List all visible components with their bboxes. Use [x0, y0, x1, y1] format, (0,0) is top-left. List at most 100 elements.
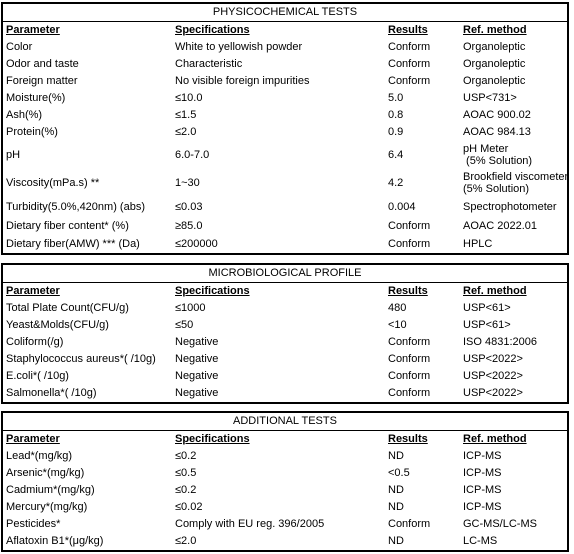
result-cell: Conform	[388, 75, 431, 87]
header-specifications: Specifications	[175, 24, 250, 36]
header-ref-method: Ref. method	[463, 433, 527, 445]
specification-cell: ≤200000	[175, 238, 218, 250]
header-results: Results	[388, 433, 428, 445]
specification-cell: Negative	[175, 370, 219, 382]
table-row: Foreign matter No visible foreign impuri…	[3, 73, 567, 90]
table-header-row: Parameter Specifications Results Ref. me…	[3, 283, 567, 300]
table-row: Turbidity(5.0%,420nm) (abs) ≤0.03 0.004 …	[3, 197, 567, 217]
table-header-row: Parameter Specifications Results Ref. me…	[3, 431, 567, 448]
result-cell: ND	[388, 535, 404, 547]
result-cell: Conform	[388, 353, 431, 365]
method-cell: Organoleptic	[463, 75, 526, 87]
method-cell: USP<61>	[463, 302, 511, 314]
specification-cell: ≤0.5	[175, 467, 197, 479]
header-results: Results	[388, 24, 428, 36]
result-cell: Conform	[388, 336, 431, 348]
result-cell: Conform	[388, 387, 431, 399]
specification-cell: White to yellowish powder	[175, 41, 303, 53]
method-cell: ICP-MS	[463, 501, 502, 513]
result-cell: Conform	[388, 220, 431, 232]
header-specifications: Specifications	[175, 285, 250, 297]
specification-cell: Negative	[175, 336, 219, 348]
result-cell: 0.004	[388, 201, 416, 213]
result-cell: Conform	[388, 370, 431, 382]
specification-cell: Negative	[175, 353, 219, 365]
parameter-cell: Protein(%)	[6, 126, 58, 138]
method-cell: USP<2022>	[463, 387, 523, 399]
result-cell: 5.0	[388, 92, 404, 104]
method-cell: LC-MS	[463, 535, 498, 547]
result-cell: 0.9	[388, 126, 404, 138]
table-row: Color White to yellowish powder Conform …	[3, 39, 567, 56]
method-cell: Organoleptic	[463, 58, 526, 70]
result-cell: Conform	[388, 58, 431, 70]
parameter-cell: Arsenic*(mg/kg)	[6, 467, 85, 479]
table-row: Protein(%) ≤2.0 0.9 AOAC 984.13	[3, 124, 567, 141]
table-row: Dietary fiber content* (%) ≥85.0 Conform…	[3, 217, 567, 235]
table-row: Arsenic*(mg/kg) ≤0.5 <0.5 ICP-MS	[3, 465, 567, 482]
table-row: Salmonella*( /10g) Negative Conform USP<…	[3, 385, 567, 402]
specification-cell: 6.0-7.0	[175, 149, 210, 161]
section-title: MICROBIOLOGICAL PROFILE	[3, 265, 567, 283]
parameter-cell: Foreign matter	[6, 75, 78, 87]
table-row: E.coli*( /10g) Negative Conform USP<2022…	[3, 368, 567, 385]
specification-cell: Characteristic	[175, 58, 243, 70]
parameter-cell: Coliform(/g)	[6, 336, 64, 348]
parameter-cell: Odor and taste	[6, 58, 79, 70]
table-row: Viscosity(mPa.s) ** 1~30 4.2 Brookfield …	[3, 169, 568, 197]
parameter-cell: Mercury*(mg/kg)	[6, 501, 88, 513]
parameter-cell: Viscosity(mPa.s) **	[6, 177, 100, 189]
table-row: Ash(%) ≤1.5 0.8 AOAC 900.02	[3, 107, 567, 124]
specification-cell: ≤0.2	[175, 484, 197, 496]
parameter-cell: Staphylococcus aureus*( /10g)	[6, 353, 156, 365]
parameter-cell: Dietary fiber(AMW) *** (Da)	[6, 238, 140, 250]
method-cell: ICP-MS	[463, 484, 502, 496]
parameter-cell: E.coli*( /10g)	[6, 370, 69, 382]
specification-cell: ≤0.03	[175, 201, 203, 213]
specification-cell: ≤2.0	[175, 126, 197, 138]
table-row: Staphylococcus aureus*( /10g) Negative C…	[3, 351, 567, 368]
parameter-cell: pH	[6, 149, 21, 161]
table-row: Odor and taste Characteristic Conform Or…	[3, 56, 567, 73]
result-cell: Conform	[388, 238, 431, 250]
parameter-cell: Yeast&Molds(CFU/g)	[6, 319, 109, 331]
specification-cell: 1~30	[175, 177, 200, 189]
method-cell: GC-MS/LC-MS	[463, 518, 537, 530]
result-cell: 4.2	[388, 177, 404, 189]
method-cell: USP<731>	[463, 92, 517, 104]
header-parameter: Parameter	[6, 285, 60, 297]
result-cell: 480	[388, 302, 407, 314]
result-cell: <10	[388, 319, 407, 331]
result-cell: <0.5	[388, 467, 410, 479]
method-cell: HPLC	[463, 238, 493, 250]
specification-cell: ≤0.02	[175, 501, 203, 513]
table-row: Mercury*(mg/kg) ≤0.02 ND ICP-MS	[3, 499, 567, 516]
method-cell: USP<2022>	[463, 370, 523, 382]
result-cell: ND	[388, 501, 404, 513]
specification-cell: ≤1000	[175, 302, 206, 314]
physicochemical-section: PHYSICOCHEMICAL TESTS Parameter Specific…	[1, 2, 569, 255]
method-cell: AOAC 2022.01	[463, 220, 537, 232]
header-results: Results	[388, 285, 428, 297]
table-row: Pesticides* Comply with EU reg. 396/2005…	[3, 516, 567, 533]
table-row: Yeast&Molds(CFU/g) ≤50 <10 USP<61>	[3, 317, 567, 334]
table-row: Dietary fiber(AMW) *** (Da) ≤200000 Conf…	[3, 235, 567, 253]
parameter-cell: Aflatoxin B1*(μg/kg)	[6, 535, 104, 547]
method-cell: pH Meter (5% Solution)	[463, 143, 533, 167]
parameter-cell: Dietary fiber content* (%)	[6, 220, 129, 232]
parameter-cell: Color	[6, 41, 33, 53]
parameter-cell: Lead*(mg/kg)	[6, 450, 73, 462]
result-cell: 6.4	[388, 149, 404, 161]
table-row: Lead*(mg/kg) ≤0.2 ND ICP-MS	[3, 448, 567, 465]
header-ref-method: Ref. method	[463, 24, 527, 36]
result-cell: ND	[388, 450, 404, 462]
method-cell: AOAC 984.13	[463, 126, 531, 138]
specification-cell: ≤0.2	[175, 450, 197, 462]
specification-cell: ≤50	[175, 319, 194, 331]
specification-cell: No visible foreign impurities	[175, 75, 310, 87]
specification-cell: ≥85.0	[175, 220, 203, 232]
method-cell: ICP-MS	[463, 467, 502, 479]
section-title: PHYSICOCHEMICAL TESTS	[3, 4, 567, 22]
table-row: Moisture(%) ≤10.0 5.0 USP<731>	[3, 90, 567, 107]
result-cell: ND	[388, 484, 404, 496]
